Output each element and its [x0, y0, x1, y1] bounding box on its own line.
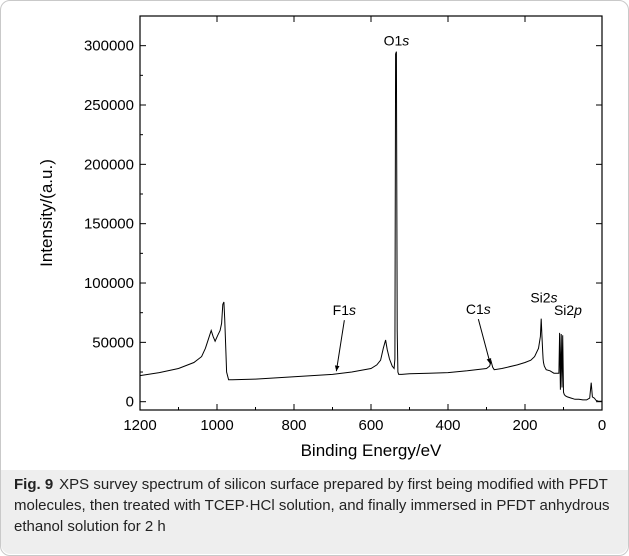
- x-tick-label: 1200: [123, 417, 156, 434]
- x-axis-label: Binding Energy/eV: [301, 441, 442, 460]
- y-axis-label: Intensity/(a.u.): [37, 159, 56, 267]
- peak-label: C1s: [466, 301, 491, 317]
- caption-text: XPS survey spectrum of silicon surface p…: [14, 476, 610, 535]
- peak-label: Si2p: [554, 302, 582, 318]
- y-tick-label: 0: [126, 394, 134, 411]
- y-tick-label: 100000: [84, 275, 134, 292]
- y-tick-label: 300000: [84, 38, 134, 55]
- x-tick-label: 400: [435, 417, 460, 434]
- xps-chart: 0 50000 100000 150000 200000 250000 300000 120…: [37, 15, 606, 460]
- peak-label: Si2s: [530, 290, 557, 306]
- arrow-head: [486, 358, 492, 365]
- y-tick-label: 50000: [92, 334, 134, 351]
- x-axis-ticks: 1200 1000 800 600 400 200 0: [123, 16, 606, 434]
- caption-background: [1, 470, 628, 554]
- y-tick-label: 200000: [84, 156, 134, 173]
- figure-caption: Fig. 9 XPS survey spectrum of silicon sur…: [14, 474, 614, 537]
- peak-arrow: [335, 320, 345, 372]
- arrow-head: [334, 365, 340, 372]
- y-axis-ticks: 0 50000 100000 150000 200000 250000 300000: [84, 15, 602, 411]
- x-tick-label: 600: [358, 417, 383, 434]
- spectrum-line: [139, 51, 603, 402]
- peak-label: F1s: [333, 302, 356, 318]
- plot-area: [139, 15, 603, 411]
- peak-label: O1s: [384, 33, 410, 49]
- y-tick-label: 150000: [84, 216, 134, 233]
- figure-label: Fig. 9: [14, 476, 54, 493]
- x-tick-label: 200: [512, 417, 537, 434]
- y-tick-label: 250000: [84, 97, 134, 114]
- peak-arrow: [477, 318, 491, 365]
- x-tick-label: 0: [598, 417, 606, 434]
- x-tick-label: 800: [281, 417, 306, 434]
- x-tick-label: 1000: [200, 417, 233, 434]
